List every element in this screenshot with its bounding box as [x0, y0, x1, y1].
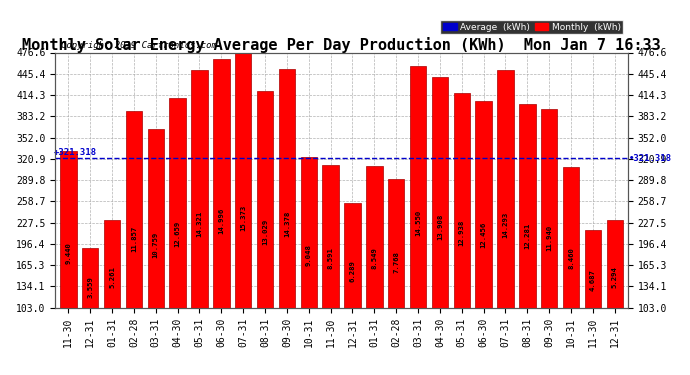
Bar — [279, 69, 295, 308]
Text: 11.857: 11.857 — [131, 225, 137, 252]
Bar — [104, 220, 120, 308]
Text: 9.048: 9.048 — [306, 244, 312, 266]
Legend: Average  (kWh), Monthly  (kWh): Average (kWh), Monthly (kWh) — [440, 20, 623, 34]
Text: 12.456: 12.456 — [481, 222, 486, 248]
Text: 10.759: 10.759 — [152, 232, 159, 258]
Bar — [126, 111, 142, 308]
Text: 15.373: 15.373 — [240, 205, 246, 231]
Bar — [301, 158, 317, 308]
Text: 14.550: 14.550 — [415, 210, 421, 236]
Text: 12.659: 12.659 — [175, 221, 181, 247]
Bar — [475, 101, 492, 308]
Text: 3.559: 3.559 — [87, 276, 93, 298]
Text: 8.591: 8.591 — [328, 247, 334, 268]
Bar — [60, 151, 77, 308]
Text: 12.281: 12.281 — [524, 223, 531, 249]
Bar — [584, 230, 601, 308]
Text: 14.378: 14.378 — [284, 211, 290, 237]
Text: •321.318: •321.318 — [629, 154, 672, 163]
Text: Copyright 2019 Cartronics.com: Copyright 2019 Cartronics.com — [61, 41, 217, 50]
Bar — [453, 93, 470, 308]
Bar — [170, 98, 186, 308]
Bar — [366, 166, 382, 308]
Text: 5.294: 5.294 — [612, 266, 618, 288]
Bar — [235, 53, 251, 308]
Bar — [388, 178, 404, 308]
Bar — [497, 70, 513, 308]
Text: 9.440: 9.440 — [66, 242, 71, 264]
Text: 8.549: 8.549 — [371, 247, 377, 269]
Text: +321.318: +321.318 — [54, 148, 97, 157]
Bar — [191, 70, 208, 308]
Bar — [432, 77, 448, 308]
Text: 7.768: 7.768 — [393, 252, 400, 273]
Text: 14.996: 14.996 — [218, 207, 224, 234]
Text: 14.293: 14.293 — [502, 211, 509, 238]
Bar — [82, 249, 99, 308]
Bar — [322, 165, 339, 308]
Bar — [148, 129, 164, 308]
Bar — [344, 203, 361, 308]
Text: 11.940: 11.940 — [546, 225, 552, 251]
Text: 8.460: 8.460 — [568, 248, 574, 269]
Text: 13.908: 13.908 — [437, 214, 443, 240]
Bar — [257, 92, 273, 308]
Text: 5.261: 5.261 — [109, 266, 115, 288]
Text: 12.938: 12.938 — [459, 219, 465, 246]
Text: 4.687: 4.687 — [590, 269, 596, 291]
Text: Monthly Solar Energy Average Per Day Production (KWh)  Mon Jan 7 16:33: Monthly Solar Energy Average Per Day Pro… — [22, 37, 661, 53]
Bar — [563, 167, 580, 308]
Bar — [410, 66, 426, 308]
Bar — [213, 59, 230, 308]
Bar — [607, 220, 623, 308]
Bar — [519, 104, 535, 308]
Text: 13.029: 13.029 — [262, 219, 268, 245]
Text: 6.289: 6.289 — [349, 260, 355, 282]
Bar — [541, 110, 558, 308]
Text: 14.321: 14.321 — [197, 211, 202, 237]
